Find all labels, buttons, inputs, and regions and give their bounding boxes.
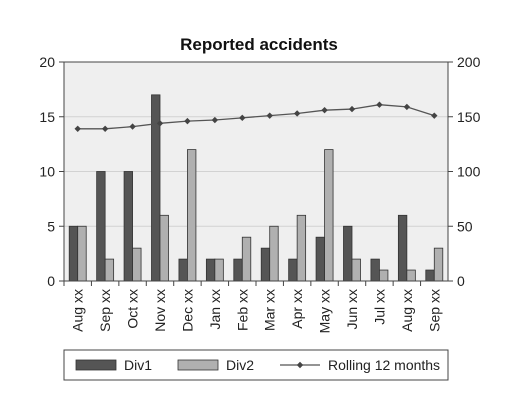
bar-div1: [397, 214, 408, 282]
y-left-tick-label: 10: [39, 164, 55, 180]
chart-title: Reported accidents: [180, 35, 338, 54]
rolling-point: [101, 125, 109, 132]
legend-label: Rolling 12 months: [328, 357, 440, 373]
rolling-point: [239, 114, 246, 122]
y-right-tick-label: 0: [457, 273, 465, 289]
x-tick-label: Aug xx: [399, 289, 415, 332]
bar-div1: [260, 247, 271, 282]
legend-label: Div2: [226, 357, 254, 373]
rolling-point: [266, 112, 273, 119]
x-tick-label: Apr xx: [289, 289, 305, 329]
bar-div1: [233, 258, 243, 282]
y-axis-right: 0 50 100 150 200: [448, 54, 481, 289]
x-tick-label: Jul xx: [371, 289, 387, 325]
rolling-point: [184, 117, 191, 125]
legend: Div1 Div2 Rolling 12 months: [75, 357, 440, 373]
bar-div2: [77, 225, 87, 282]
bar-div1: [288, 258, 298, 282]
y-left-tick-label: 20: [39, 54, 55, 70]
y-right-tick-label: 100: [457, 164, 481, 180]
bar-div2: [379, 269, 389, 282]
bar-div2: [324, 149, 334, 282]
bar-div2: [214, 258, 224, 282]
legend-box: [63, 349, 449, 381]
y-right-tick-label: 200: [457, 54, 481, 70]
bar-div1: [370, 258, 380, 282]
rolling-point: [293, 110, 301, 117]
bar-div2: [269, 225, 279, 282]
legend-label: Div1: [124, 357, 152, 373]
bars: [68, 94, 444, 282]
legend-swatch: [177, 359, 219, 371]
bar-div2: [296, 214, 307, 282]
bar-div1: [96, 171, 106, 282]
bar-div2: [159, 214, 169, 282]
bar-div2: [104, 258, 115, 282]
bar-div2: [433, 247, 444, 282]
rolling-point: [348, 105, 356, 113]
bar-div2: [241, 236, 252, 282]
x-tick-label: Oct xx: [125, 289, 141, 329]
bar-div1: [123, 171, 133, 282]
legend-swatch: [75, 359, 117, 371]
rolling-line-path: [77, 104, 435, 130]
rolling-point: [376, 101, 383, 108]
x-tick-label: Dec xx: [179, 289, 195, 332]
x-tick-label: Sep xx: [97, 289, 113, 332]
rolling-point: [321, 106, 328, 114]
rolling-line: [74, 101, 438, 132]
y-right-tick-label: 50: [457, 218, 473, 234]
x-tick-label: Nov xx: [152, 289, 168, 332]
rolling-point: [74, 125, 81, 132]
bar-div2: [406, 269, 416, 282]
x-tick-label: Jan xx: [207, 289, 223, 329]
bar-div1: [343, 225, 353, 282]
bar-div2: [132, 247, 142, 282]
y-left-tick-label: 5: [47, 218, 55, 234]
bar-div1: [315, 236, 325, 282]
y-left-tick-label: 0: [47, 273, 55, 289]
rolling-point: [211, 116, 219, 124]
y-right-tick-label: 150: [457, 109, 481, 125]
legend-marker: [296, 361, 304, 369]
bar-div2: [187, 149, 197, 282]
x-tick-label: Jun xx: [344, 289, 360, 329]
bar-div2: [351, 258, 361, 282]
y-axis-left: 0 5 10 15 20: [39, 54, 64, 289]
x-tick-label: Sep xx: [426, 289, 442, 332]
rolling-point: [431, 112, 438, 119]
bar-div1: [205, 258, 216, 282]
x-axis: Aug xx Sep xx Oct xx Nov xx Dec xx Jan xx Feb …: [63, 281, 442, 333]
x-tick-label: Aug xx: [70, 289, 86, 332]
bar-div1: [425, 269, 435, 282]
x-tick-label: Feb xx: [234, 289, 250, 331]
bar-div1: [178, 258, 188, 282]
rolling-point: [129, 123, 136, 130]
rolling-point: [156, 120, 164, 127]
bar-div1: [68, 225, 79, 282]
rolling-point: [403, 103, 411, 111]
x-tick-label: Mar xx: [262, 289, 278, 331]
x-tick-label: May xx: [317, 289, 333, 333]
y-left-tick-label: 15: [39, 109, 55, 125]
